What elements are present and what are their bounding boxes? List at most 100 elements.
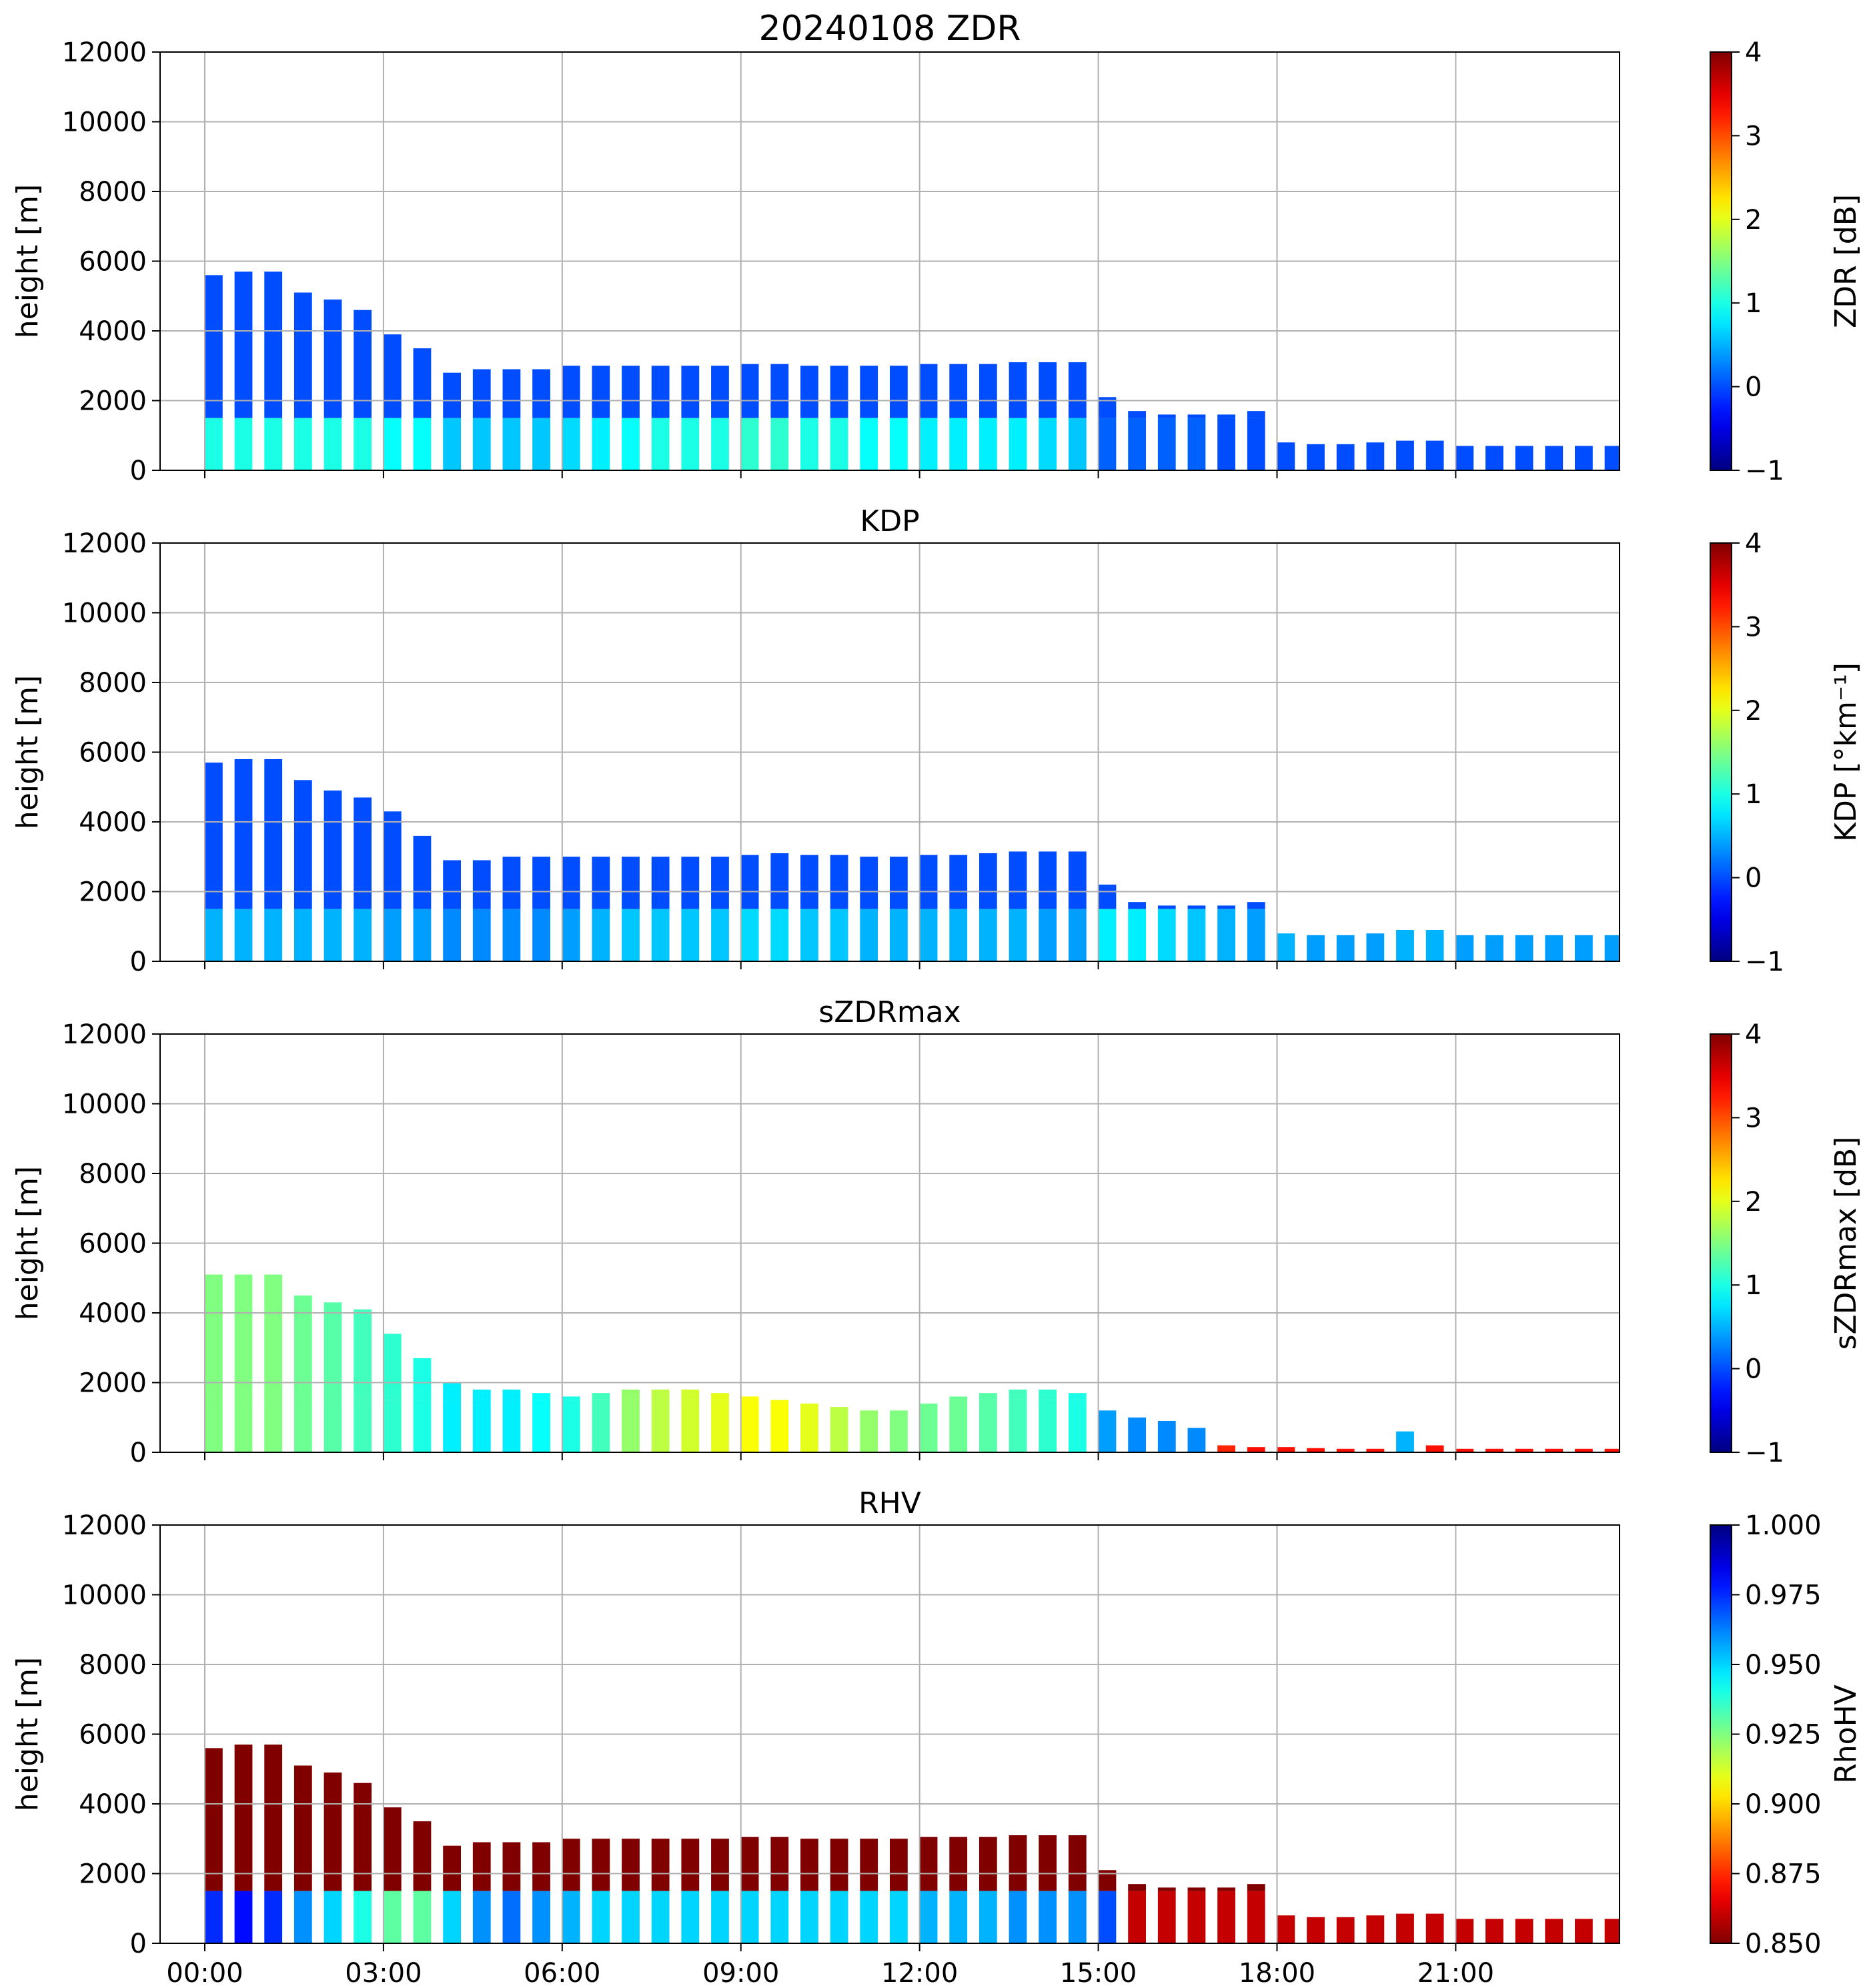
scan-column-lower bbox=[1277, 442, 1295, 470]
scan-column-lower bbox=[979, 1891, 997, 1943]
scan-column-lower bbox=[1575, 1919, 1593, 1943]
scan-column-lower bbox=[1277, 1447, 1295, 1452]
data-columns bbox=[204, 272, 1620, 470]
scan-column-upper bbox=[1068, 851, 1087, 909]
scan-column-lower bbox=[740, 1400, 759, 1452]
colorbar-tick-label: 3 bbox=[1745, 1103, 1762, 1133]
scan-column-lower bbox=[1098, 909, 1117, 961]
scan-column-upper bbox=[234, 1274, 253, 1400]
scan-column-lower bbox=[919, 1891, 938, 1943]
colorbar-tick-label: 0.875 bbox=[1745, 1859, 1822, 1890]
y-tick-label: 10000 bbox=[62, 1580, 147, 1611]
scan-column-lower bbox=[1009, 1891, 1027, 1943]
scan-column-upper bbox=[234, 759, 253, 909]
scan-column-upper bbox=[681, 857, 700, 909]
y-tick-label: 2000 bbox=[79, 1859, 147, 1890]
x-tick-label: 18:00 bbox=[1239, 1958, 1315, 1988]
scan-column-upper bbox=[562, 1396, 580, 1400]
colorbar-tick-label: 2 bbox=[1745, 696, 1762, 726]
scan-column-upper bbox=[651, 1839, 670, 1891]
scan-column-lower bbox=[681, 1891, 700, 1943]
scan-column-upper bbox=[472, 1389, 491, 1400]
panel-title: 20240108 ZDR bbox=[759, 9, 1021, 49]
scan-column-upper bbox=[740, 855, 759, 909]
scan-column-upper bbox=[890, 857, 908, 909]
scan-column-upper bbox=[562, 366, 580, 418]
scan-column-upper bbox=[532, 857, 550, 909]
scan-column-upper bbox=[1217, 905, 1235, 909]
scan-column-lower bbox=[1396, 440, 1414, 470]
scan-column-upper bbox=[1039, 851, 1057, 909]
scan-column-lower bbox=[770, 909, 789, 961]
scan-column-lower bbox=[532, 909, 550, 961]
scan-column-lower bbox=[1247, 418, 1265, 470]
scan-column-upper bbox=[890, 1839, 908, 1891]
scan-column-lower bbox=[622, 1891, 640, 1943]
scan-column-lower bbox=[1545, 1919, 1564, 1943]
scan-column-lower bbox=[383, 418, 402, 470]
colorbar-tick-label: 0 bbox=[1745, 863, 1762, 894]
scan-column-lower bbox=[443, 418, 461, 470]
scan-column-lower bbox=[383, 1891, 402, 1943]
scan-column-upper bbox=[651, 366, 670, 418]
scan-column-lower bbox=[1336, 1448, 1355, 1452]
scan-column-upper bbox=[502, 1842, 521, 1891]
scan-column-lower bbox=[562, 1891, 580, 1943]
scan-column-lower bbox=[204, 909, 223, 961]
scan-column-lower bbox=[354, 1400, 372, 1452]
scan-column-lower bbox=[830, 1891, 848, 1943]
scan-column-upper bbox=[204, 1274, 223, 1400]
scan-column-lower bbox=[1068, 909, 1087, 961]
scan-column-lower bbox=[1039, 1400, 1057, 1452]
scan-column-lower bbox=[1366, 442, 1385, 470]
panel-4: 0 2000 4000 6000 8000 10000 12000 00:00 03:00 06:… bbox=[11, 1486, 1863, 1988]
scan-column-lower bbox=[234, 418, 253, 470]
scan-column-upper bbox=[979, 853, 997, 909]
scan-column-upper bbox=[354, 797, 372, 909]
scan-column-lower bbox=[1366, 933, 1385, 961]
colorbar: 0.850 0.875 0.900 0.925 0.950 0.975 1.000 RhoHV bbox=[1710, 1510, 1863, 1959]
scan-column-upper bbox=[1128, 902, 1147, 909]
scan-column-upper bbox=[1157, 414, 1176, 418]
scan-column-upper bbox=[1009, 362, 1027, 418]
y-tick-label: 0 bbox=[130, 1438, 147, 1468]
y-tick-label: 6000 bbox=[79, 247, 147, 278]
scan-column-lower bbox=[472, 909, 491, 961]
y-axis-label: height [m] bbox=[11, 184, 45, 338]
scan-column-upper bbox=[1247, 1884, 1265, 1891]
scan-column-lower bbox=[1128, 1891, 1147, 1943]
y-tick-label: 2000 bbox=[79, 1368, 147, 1399]
scan-column-upper bbox=[592, 366, 610, 418]
scan-column-lower bbox=[890, 1410, 908, 1452]
colorbar-bar bbox=[1710, 1033, 1732, 1453]
scan-column-lower bbox=[1247, 1891, 1265, 1943]
scan-column-upper bbox=[204, 1748, 223, 1891]
scan-column-lower bbox=[1545, 446, 1564, 470]
y-tick-label: 8000 bbox=[79, 668, 147, 698]
scan-column-lower bbox=[830, 418, 848, 470]
scan-column-lower bbox=[681, 1400, 700, 1452]
scan-column-lower bbox=[1217, 418, 1235, 470]
scan-column-upper bbox=[502, 1389, 521, 1400]
scan-column-lower bbox=[860, 418, 878, 470]
scan-column-lower bbox=[1009, 909, 1027, 961]
scan-column-lower bbox=[1277, 933, 1295, 961]
y-tick-label: 10000 bbox=[62, 1089, 147, 1120]
scan-column-lower bbox=[1187, 418, 1206, 470]
x-tick-label: 09:00 bbox=[702, 1958, 779, 1988]
y-tick-label: 12000 bbox=[62, 528, 147, 559]
scan-column-upper bbox=[651, 857, 670, 909]
scan-column-lower bbox=[860, 909, 878, 961]
scan-column-upper bbox=[681, 366, 700, 418]
scan-column-upper bbox=[383, 811, 402, 909]
scan-column-lower bbox=[1307, 1448, 1325, 1452]
scan-column-upper bbox=[890, 366, 908, 418]
panel-2: 0 2000 4000 6000 8000 10000 12000 height [m] KDP… bbox=[11, 504, 1863, 977]
colorbar-tick-label: 2 bbox=[1745, 205, 1762, 235]
y-tick-label: 0 bbox=[130, 456, 147, 486]
scan-column-upper bbox=[1128, 1884, 1147, 1891]
y-tick-label: 8000 bbox=[79, 177, 147, 207]
scan-column-lower bbox=[1485, 935, 1503, 961]
scan-column-lower bbox=[1396, 1431, 1414, 1452]
scan-column-lower bbox=[740, 1891, 759, 1943]
